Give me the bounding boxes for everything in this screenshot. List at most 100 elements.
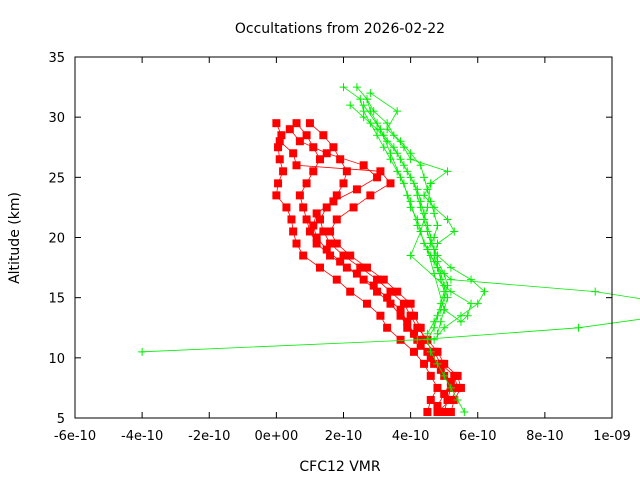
x-tick-label: 8e-10 [526, 429, 564, 444]
y-tick-label: 5 [57, 412, 65, 427]
data-point-plus [393, 149, 402, 158]
data-point-square [332, 275, 341, 284]
data-point-plus [413, 221, 422, 230]
data-point-square [326, 239, 335, 248]
data-point-plus [376, 125, 385, 134]
data-point-square [349, 203, 358, 212]
data-point-square [274, 179, 283, 188]
series-line [370, 92, 448, 334]
data-point-square [399, 299, 408, 308]
data-point-plus [383, 125, 392, 134]
data-point-plus [446, 287, 455, 296]
data-point-plus [430, 335, 439, 344]
data-point-plus [346, 101, 355, 110]
data-point-square [332, 191, 341, 200]
data-point-square [292, 161, 301, 170]
data-point-square [450, 371, 459, 380]
data-point-square [409, 347, 418, 356]
data-point-square [285, 125, 294, 134]
data-point-square [322, 149, 331, 158]
data-point-square [305, 227, 314, 236]
data-point-square [446, 395, 455, 404]
data-point-square [373, 275, 382, 284]
data-point-square [342, 263, 351, 272]
series-7 [362, 95, 469, 416]
data-point-square [359, 275, 368, 284]
data-point-plus [440, 323, 449, 332]
data-point-square [396, 335, 405, 344]
data-point-plus [423, 245, 432, 254]
x-tick-label: 4e-10 [392, 429, 430, 444]
data-point-plus [423, 329, 432, 338]
data-point-plus [396, 173, 405, 182]
data-point-plus [393, 107, 402, 116]
data-point-square [393, 287, 402, 296]
data-point-plus [396, 137, 405, 146]
x-tick-label: -2e-10 [188, 429, 230, 444]
data-point-plus [460, 407, 469, 416]
data-point-square [316, 263, 325, 272]
data-point-square [279, 167, 288, 176]
data-point-square [383, 293, 392, 302]
data-point-square [332, 239, 341, 248]
series-layer [138, 83, 640, 416]
data-point-square [329, 143, 338, 152]
data-point-square [342, 167, 351, 176]
x-axis-label: CFC12 VMR [299, 459, 381, 475]
data-point-plus [443, 293, 452, 302]
data-point-square [379, 275, 388, 284]
chart-title: Occultations from 2026-02-22 [235, 21, 445, 37]
data-point-plus [443, 167, 452, 176]
data-point-plus [453, 395, 462, 404]
data-point-plus [359, 113, 368, 122]
y-tick-label: 25 [48, 171, 65, 186]
data-point-square [282, 203, 291, 212]
ticks-layer: -6e-10 -4e-10 -2e-10 0e+00 2e-10 4e-10 6e-10 8e… [48, 51, 630, 444]
data-point-square [316, 155, 325, 164]
data-point-square [433, 401, 442, 410]
data-point-square [305, 119, 314, 128]
data-point-plus [456, 317, 465, 326]
data-point-plus [362, 95, 371, 104]
data-point-square [409, 329, 418, 338]
series-5 [138, 83, 640, 356]
data-point-square [446, 407, 455, 416]
data-point-square [339, 251, 348, 260]
data-point-plus [443, 215, 452, 224]
data-point-square [272, 119, 281, 128]
data-point-plus [379, 143, 388, 152]
data-point-square [336, 155, 345, 164]
data-point-square [386, 179, 395, 188]
data-point-plus [440, 305, 449, 314]
data-point-square [322, 203, 331, 212]
data-point-plus [416, 227, 425, 236]
data-point-plus [423, 221, 432, 230]
data-point-plus [138, 347, 147, 356]
data-point-plus [574, 323, 583, 332]
data-point-plus [446, 263, 455, 272]
data-point-square [272, 191, 281, 200]
data-point-square [322, 245, 331, 254]
data-point-plus [430, 317, 439, 326]
data-point-plus [420, 173, 429, 182]
y-tick-label: 35 [48, 51, 65, 66]
data-point-plus [436, 317, 445, 326]
data-point-square [420, 359, 429, 368]
data-point-square [352, 185, 361, 194]
data-point-square [383, 323, 392, 332]
data-point-square [309, 167, 318, 176]
data-point-square [275, 155, 284, 164]
data-point-square [352, 269, 361, 278]
data-point-plus [352, 83, 361, 92]
data-point-square [292, 119, 301, 128]
data-point-square [396, 305, 405, 314]
x-tick-label: -4e-10 [121, 429, 163, 444]
data-point-square [433, 383, 442, 392]
y-tick-label: 15 [48, 292, 65, 307]
data-point-square [312, 209, 321, 218]
data-point-square [403, 317, 412, 326]
data-point-plus [389, 143, 398, 152]
data-point-plus [430, 269, 439, 278]
data-point-plus [386, 149, 395, 158]
